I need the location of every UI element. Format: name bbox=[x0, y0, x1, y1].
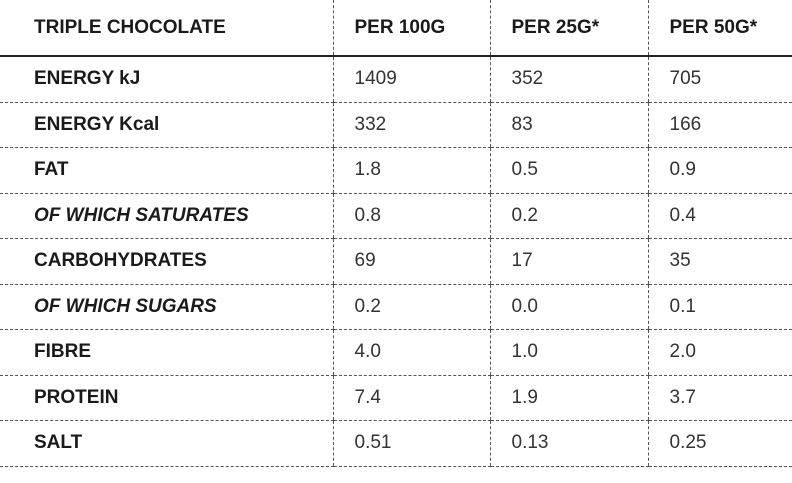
cell: 69 bbox=[332, 238, 490, 285]
row-label: ENERGY Kcal bbox=[0, 102, 333, 148]
row-label: ENERGY kJ bbox=[0, 56, 333, 103]
cell: 0.13 bbox=[489, 420, 648, 467]
cell: 0.1 bbox=[647, 284, 792, 330]
header-cell: PER 50G* bbox=[647, 0, 792, 57]
cell: 0.0 bbox=[489, 284, 648, 330]
cell: 7.4 bbox=[332, 375, 490, 421]
cell: 0.2 bbox=[332, 284, 490, 330]
cell: 1.0 bbox=[489, 329, 648, 376]
header-cell: PER 100G bbox=[332, 0, 490, 57]
row-label: PROTEIN bbox=[0, 375, 333, 421]
cell: 166 bbox=[647, 102, 792, 148]
cell: 0.2 bbox=[489, 193, 648, 239]
cell: 0.4 bbox=[647, 193, 792, 239]
cell: 705 bbox=[647, 56, 792, 103]
cell: 3.7 bbox=[647, 375, 792, 421]
cell: 1.9 bbox=[489, 375, 648, 421]
row: ENERGY Kcal 332 83 166 bbox=[0, 102, 792, 148]
row: OF WHICH SATURATES 0.8 0.2 0.4 bbox=[0, 193, 792, 239]
row-label: OF WHICH SUGARS bbox=[0, 284, 333, 330]
cell: 17 bbox=[489, 238, 648, 285]
row: FAT 1.8 0.5 0.9 bbox=[0, 147, 792, 194]
cell: 83 bbox=[489, 102, 648, 148]
row: CARBOHYDRATES 69 17 35 bbox=[0, 238, 792, 285]
table-header: TRIPLE CHOCOLATE PER 100G PER 25G* PER 5… bbox=[0, 0, 792, 57]
nutrition-table: TRIPLE CHOCOLATE PER 100G PER 25G* PER 5… bbox=[0, 0, 792, 467]
row: OF WHICH SUGARS 0.2 0.0 0.1 bbox=[0, 284, 792, 330]
cell: 0.25 bbox=[647, 420, 792, 467]
cell: 0.51 bbox=[332, 420, 490, 467]
table-body: ENERGY kJ 1409 352 705 ENERGY Kcal 332 83 166 … bbox=[0, 56, 792, 467]
row: FIBRE 4.0 1.0 2.0 bbox=[0, 329, 792, 376]
cell: 2.0 bbox=[647, 329, 792, 376]
header-row: TRIPLE CHOCOLATE PER 100G PER 25G* PER 5… bbox=[0, 0, 792, 57]
row-label: FIBRE bbox=[0, 329, 333, 376]
row: ENERGY kJ 1409 352 705 bbox=[0, 56, 792, 103]
cell: 35 bbox=[647, 238, 792, 285]
header-cell: PER 25G* bbox=[489, 0, 648, 57]
cell: 0.8 bbox=[332, 193, 490, 239]
cell: 0.9 bbox=[647, 147, 792, 194]
row-label: OF WHICH SATURATES bbox=[0, 193, 333, 239]
header-cell: TRIPLE CHOCOLATE bbox=[0, 0, 333, 57]
cell: 1409 bbox=[332, 56, 490, 103]
row: SALT 0.51 0.13 0.25 bbox=[0, 420, 792, 467]
row: PROTEIN 7.4 1.9 3.7 bbox=[0, 375, 792, 421]
cell: 4.0 bbox=[332, 329, 490, 376]
row-label: SALT bbox=[0, 420, 333, 467]
cell: 352 bbox=[489, 56, 648, 103]
row-label: CARBOHYDRATES bbox=[0, 238, 333, 285]
cell: 1.8 bbox=[332, 147, 490, 194]
cell: 332 bbox=[332, 102, 490, 148]
row-label: FAT bbox=[0, 147, 333, 194]
cell: 0.5 bbox=[489, 147, 648, 194]
